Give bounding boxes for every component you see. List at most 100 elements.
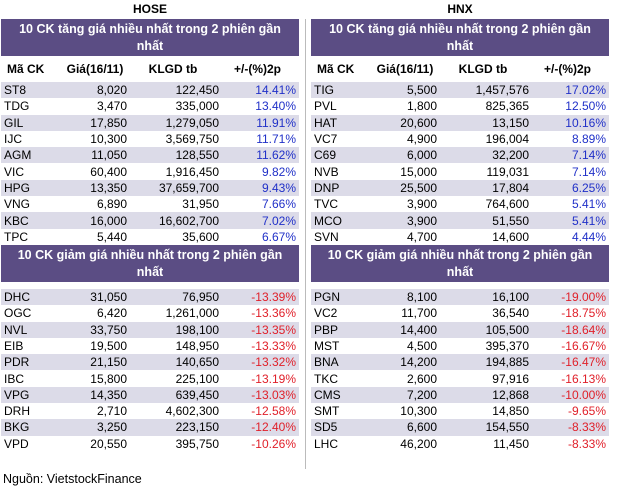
price-cell: 14,350 — [90, 387, 127, 402]
ticker-cell: TPC — [4, 229, 28, 244]
hnx-panel: 10 CK tăng giá nhiều nhất trong 2 phiên … — [311, 19, 609, 452]
price-cell: 15,000 — [400, 164, 437, 179]
ticker-cell: AGM — [4, 148, 32, 163]
ticker-cell: HPG — [4, 180, 31, 195]
price-cell: 8,100 — [406, 290, 437, 305]
table-row: VNG 6,890 31,950 7.66% — [1, 196, 299, 212]
ticker-cell: IJC — [4, 132, 22, 147]
change-cell: -16.67% — [561, 339, 606, 353]
change-cell: 6.25% — [571, 180, 606, 195]
table-row: HAT 20,600 13,150 10.16% — [311, 114, 609, 131]
price-cell: 3,250 — [96, 420, 127, 435]
source-note: Nguồn: VietstockFinance — [3, 472, 142, 486]
col-ticker: Mã CK — [7, 62, 45, 76]
change-cell: 8.89% — [571, 132, 606, 147]
price-cell: 33,750 — [90, 322, 127, 337]
change-cell: -8.33% — [567, 420, 606, 435]
price-cell: 11,700 — [401, 306, 437, 321]
table-row: IJC 10,300 3,569,750 11.71% — [1, 131, 299, 147]
change-cell: 7.14% — [571, 164, 606, 179]
table-row: C69 6,000 32,200 7.14% — [311, 147, 609, 164]
table-row: SMT 10,300 14,850 -9.65% — [311, 403, 609, 419]
volume-cell: 119,031 — [486, 164, 530, 179]
price-cell: 11,050 — [91, 148, 127, 163]
table-row: TPC 5,440 35,600 6.67% — [1, 229, 299, 245]
ticker-cell: DHC — [4, 290, 30, 305]
volume-cell: 198,100 — [175, 322, 219, 337]
volume-cell: 194,885 — [485, 355, 529, 370]
volume-cell: 35,600 — [182, 229, 219, 244]
price-cell: 6,420 — [96, 306, 127, 321]
ticker-cell: MCO — [314, 213, 342, 228]
hnx-gainers-column-header: Mã CK Giá(16/11) KLGD tb +/-(%)2p — [311, 56, 609, 82]
volume-cell: 140,650 — [175, 355, 219, 370]
volume-cell: 223,150 — [175, 420, 219, 435]
ticker-cell: PVL — [314, 99, 337, 114]
table-row: KBC 16,000 16,602,700 7.02% — [1, 212, 299, 229]
volume-cell: 122,450 — [175, 83, 219, 98]
ticker-cell: KBC — [4, 213, 29, 228]
table-row: TDG 3,470 335,000 13.40% — [1, 98, 299, 114]
volume-cell: 4,602,300 — [165, 404, 219, 419]
hose-gainers-column-header: Mã CK Giá(16/11) KLGD tb +/-(%)2p — [1, 56, 299, 82]
table-row: VPD 20,550 395,750 -10.26% — [1, 436, 299, 452]
price-cell: 17,850 — [90, 115, 127, 130]
table-row: TIG 5,500 1,457,576 17.02% — [311, 82, 609, 99]
price-cell: 21,150 — [90, 355, 127, 370]
volume-cell: 76,950 — [182, 290, 219, 305]
volume-cell: 14,600 — [492, 229, 529, 244]
ticker-cell: PDR — [4, 355, 30, 370]
ticker-cell: TDG — [4, 99, 30, 114]
ticker-cell: ST8 — [4, 83, 27, 98]
change-cell: 5.41% — [571, 197, 606, 212]
ticker-cell: MST — [314, 339, 340, 353]
ticker-cell: SD5 — [314, 420, 338, 435]
change-cell: 13.40% — [255, 99, 296, 114]
change-cell: 17.02% — [565, 83, 606, 98]
col-price: Giá(16/11) — [66, 62, 124, 76]
volume-cell: 395,370 — [485, 339, 529, 353]
ticker-cell: DNP — [314, 180, 340, 195]
ticker-cell: VIC — [4, 164, 25, 179]
table-row: PGN 8,100 16,100 -19.00% — [311, 288, 609, 306]
ticker-cell: VPG — [4, 387, 30, 402]
price-cell: 3,900 — [406, 197, 437, 212]
volume-cell: 128,550 — [175, 148, 219, 163]
table-row: PDR 21,150 140,650 -13.32% — [1, 354, 299, 371]
change-cell: -13.32% — [251, 355, 296, 370]
volume-cell: 639,450 — [175, 387, 219, 402]
volume-cell: 32,200 — [492, 148, 529, 163]
hnx-losers-title: 10 CK giảm giá nhiều nhất trong 2 phiên … — [311, 244, 609, 282]
volume-cell: 148,950 — [175, 339, 219, 353]
price-cell: 2,710 — [96, 404, 127, 419]
price-cell: 15,800 — [90, 371, 127, 386]
price-cell: 4,700 — [406, 229, 437, 244]
change-cell: -10.26% — [251, 436, 296, 451]
change-cell: 14.41% — [255, 83, 296, 98]
ticker-cell: LHC — [314, 436, 339, 451]
volume-cell: 395,750 — [175, 436, 219, 451]
exchange-label-hose: HOSE — [132, 2, 167, 16]
col-price: Giá(16/11) — [376, 62, 434, 76]
change-cell: 6.67% — [261, 229, 296, 244]
price-cell: 8,020 — [96, 83, 127, 98]
table-row: VPG 14,350 639,450 -13.03% — [1, 386, 299, 404]
ticker-cell: NVB — [314, 164, 339, 179]
ticker-cell: GIL — [4, 115, 24, 130]
table-row: NVL 33,750 198,100 -13.35% — [1, 321, 299, 338]
price-cell: 5,440 — [96, 229, 127, 244]
change-cell: -18.64% — [561, 322, 606, 337]
table-row: CMS 7,200 12,868 -10.00% — [311, 386, 609, 404]
table-row: VIC 60,400 1,916,450 9.82% — [1, 163, 299, 179]
change-cell: 12.50% — [565, 99, 606, 114]
ticker-cell: HAT — [314, 115, 338, 130]
change-cell: 9.43% — [261, 180, 296, 195]
table-row: SD5 6,600 154,550 -8.33% — [311, 419, 609, 436]
ticker-cell: BNA — [314, 355, 339, 370]
change-cell: -9.65% — [567, 404, 606, 419]
change-cell: -13.33% — [251, 339, 296, 353]
ticker-cell: TKC — [314, 371, 338, 386]
volume-cell: 37,659,700 — [158, 180, 219, 195]
volume-cell: 31,950 — [182, 197, 219, 212]
volume-cell: 764,600 — [485, 197, 529, 212]
